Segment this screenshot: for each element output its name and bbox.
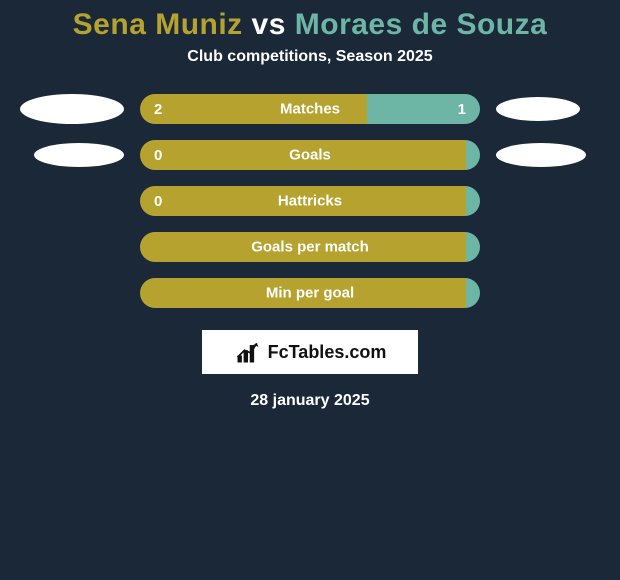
stat-row: Min per goal [0, 278, 620, 308]
subtitle: Club competitions, Season 2025 [0, 48, 620, 66]
title-player1: Sena Muniz [73, 8, 243, 41]
stat-rows: 21Matches 0Goals 0Hattricks Goals per match… [0, 94, 620, 308]
bars-icon [234, 338, 262, 366]
stat-value-left: 0 [140, 140, 466, 170]
stat-bar: Goals per match [140, 232, 480, 262]
side-right [480, 97, 600, 121]
photo-oval-left [20, 94, 124, 124]
stat-row: 0Goals [0, 140, 620, 170]
stat-bar: 0Hattricks [140, 186, 480, 216]
logo-text: FcTables.com [268, 342, 387, 363]
stat-value-right: 1 [367, 94, 480, 124]
photo-oval-left [34, 143, 124, 167]
stat-bar: 0Goals [140, 140, 480, 170]
photo-oval-right [496, 143, 586, 167]
stat-value-right [466, 186, 480, 216]
side-right [480, 143, 600, 167]
stat-value-left [140, 232, 466, 262]
stat-value-right [466, 232, 480, 262]
stat-row: 21Matches [0, 94, 620, 124]
comparison-infographic: Sena Muniz vs Moraes de Souza Club compe… [0, 0, 620, 580]
page-title: Sena Muniz vs Moraes de Souza [0, 0, 620, 48]
stat-value-right [466, 278, 480, 308]
stat-value-left: 2 [140, 94, 367, 124]
stat-bar: Min per goal [140, 278, 480, 308]
stat-value-left [140, 278, 466, 308]
title-vs: vs [252, 8, 286, 41]
stat-row: 0Hattricks [0, 186, 620, 216]
stat-value-left: 0 [140, 186, 466, 216]
logo-box: FcTables.com [202, 330, 418, 374]
side-left [20, 143, 140, 167]
date-label: 28 january 2025 [0, 392, 620, 410]
title-player2: Moraes de Souza [295, 8, 548, 41]
side-left [20, 94, 140, 124]
photo-oval-right [496, 97, 580, 121]
stat-value-right [466, 140, 480, 170]
stat-row: Goals per match [0, 232, 620, 262]
stat-bar: 21Matches [140, 94, 480, 124]
